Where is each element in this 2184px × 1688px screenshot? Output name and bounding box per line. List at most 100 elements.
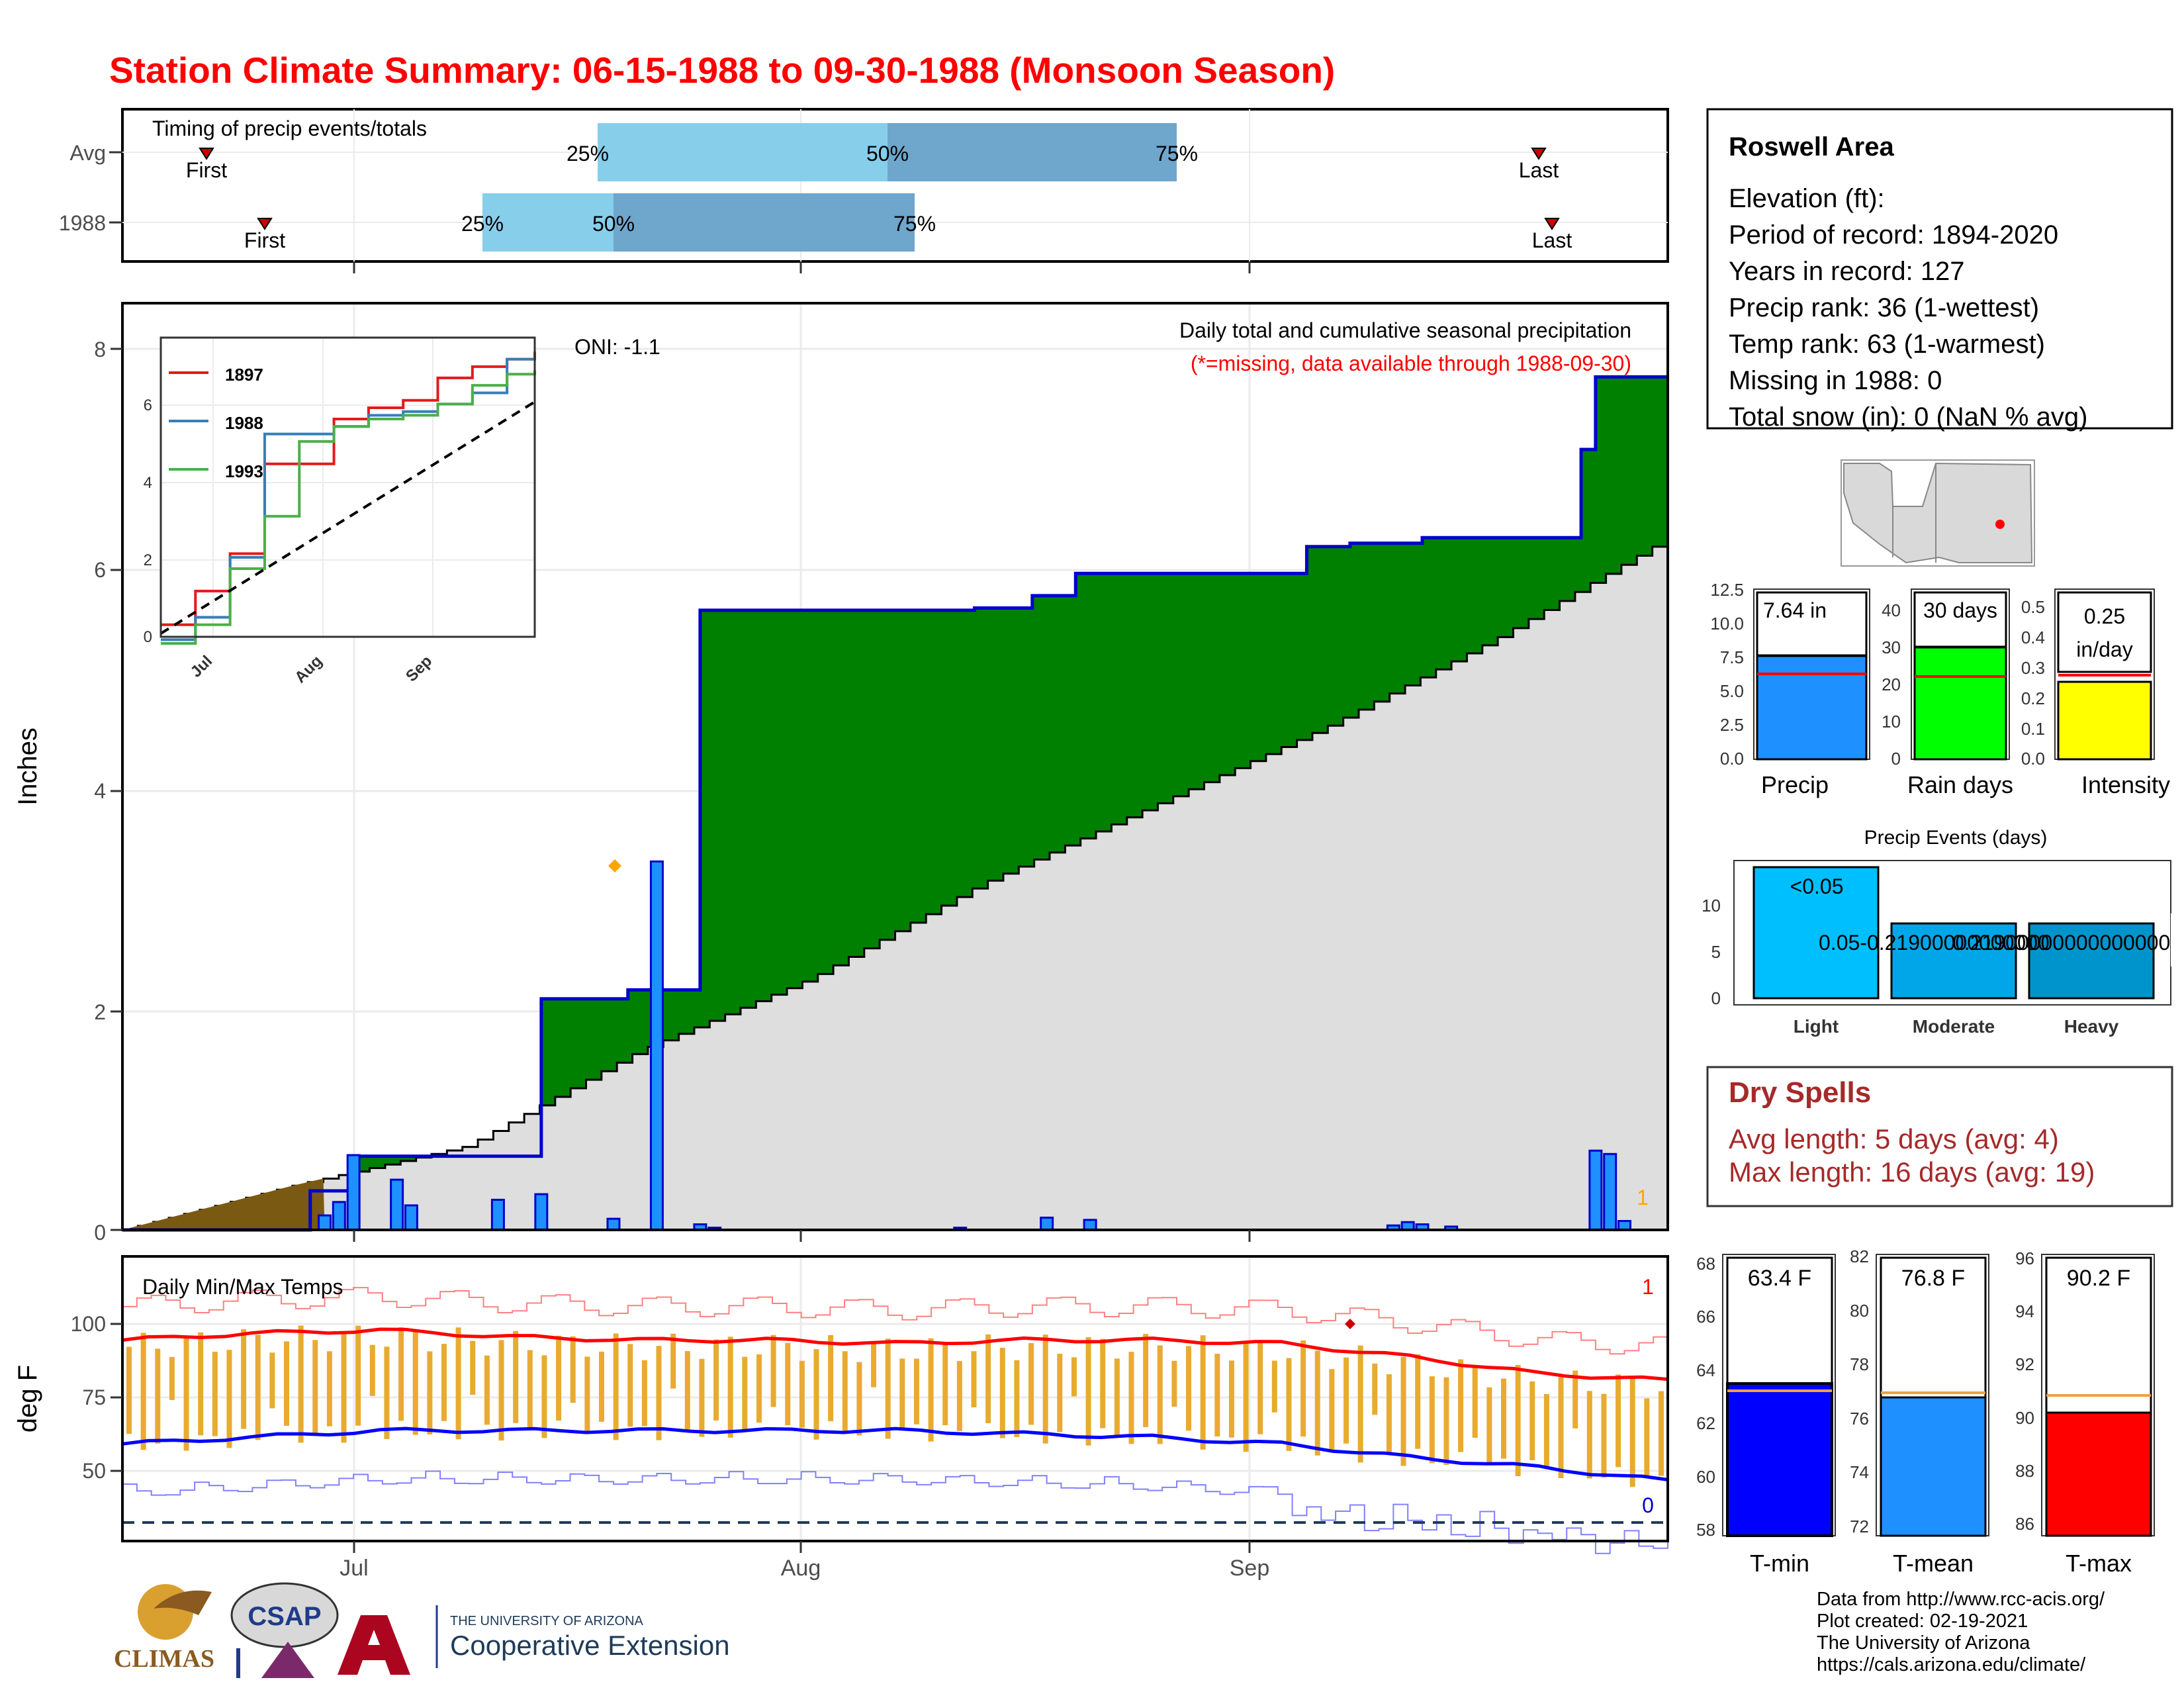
daily-temp-range-bar (140, 1333, 146, 1450)
raindays-ytick: 40 (1882, 600, 1901, 620)
tmax-ytick: 90 (2015, 1408, 2034, 1428)
tmean-ytick: 80 (1850, 1301, 1869, 1321)
avg-min-temp-line (122, 1427, 1668, 1481)
daily-temp-range-bar (556, 1335, 562, 1421)
station-line-6: Missing in 1988: 0 (1729, 366, 1942, 395)
main-ytick-4: 4 (94, 779, 106, 803)
events-title: Precip Events (days) (1864, 827, 2048, 849)
daily-temp-range-bar (255, 1335, 261, 1440)
tmax-ytick: 86 (2015, 1514, 2034, 1534)
daily-temp-range-bar (956, 1361, 962, 1431)
avg-q25-q50-bar (598, 123, 887, 181)
avg-q50-q75-bar (887, 123, 1177, 181)
daily-temp-range-bar (1400, 1356, 1406, 1466)
daily-temp-range-bar (1586, 1391, 1592, 1479)
inset-line-1993 (161, 370, 536, 645)
main-ytick-8: 8 (94, 338, 106, 361)
daily-temp-range-bar (1143, 1333, 1149, 1427)
raindays-ytick: 20 (1882, 675, 1901, 694)
daily-temp-range-bar (699, 1358, 705, 1437)
station-line-3: Years in record: 127 (1729, 257, 1965, 286)
avg-max-temp-line (122, 1327, 1668, 1382)
daily-temp-range-bar (427, 1351, 433, 1434)
tmin-ytick: 68 (1696, 1254, 1715, 1274)
credit-line-2: Plot created: 02-19-2021 (1817, 1611, 2028, 1632)
daily-precip-bar (490, 1198, 505, 1231)
precip-ytick: 5.0 (1720, 681, 1744, 701)
daily-temp-range-bar (341, 1333, 347, 1443)
daily-precip-bar (1603, 1152, 1617, 1231)
main-ytick-6: 6 (94, 558, 106, 582)
events-cat-heavy: Heavy (2064, 1016, 2119, 1037)
daily-temp-range-bar (756, 1354, 762, 1423)
tmax-ytick: 96 (2015, 1248, 2034, 1268)
daily-temp-range-bar (298, 1325, 304, 1443)
daily-temp-range-bar (1629, 1378, 1635, 1487)
daily-temp-range-bar (1644, 1398, 1650, 1476)
daily-temp-range-bar (412, 1331, 418, 1435)
page-title: Station Climate Summary: 06-15-1988 to 0… (109, 50, 1335, 91)
inset-chart: 0 2 4 6 Jul Aug Sep 1897 1988 1993 (144, 336, 536, 686)
daily-temp-range-bar (541, 1355, 547, 1438)
precip-ytick: 7.5 (1720, 647, 1744, 667)
daily-precip-bar (1040, 1216, 1054, 1231)
daily-temp-range-bar (1329, 1369, 1335, 1450)
daily-temp-range-bar (226, 1350, 232, 1448)
daily-temp-range-bar (126, 1346, 132, 1434)
daily-temp-range-bar (1157, 1345, 1163, 1444)
daily-temp-range-bar (1314, 1350, 1320, 1456)
precip-ytick: 0.0 (1720, 749, 1744, 769)
precip-events-chart: Precip Events (days) <0.05 0.05-0.219000… (1702, 827, 2184, 1037)
intensity-summary-unit: in/day (2076, 637, 2132, 661)
dry-spells-box: Dry Spells Avg length: 5 days (avg: 4) M… (1706, 1066, 2173, 1207)
daily-temp-range-bar (183, 1337, 189, 1451)
temp-label: Daily Min/Max Temps (142, 1275, 343, 1299)
tmin-ytick: 66 (1696, 1307, 1715, 1327)
daily-temp-range-bar (1386, 1374, 1392, 1454)
intensity-summary-bar (2057, 680, 2152, 761)
daily-temp-range-bar (828, 1335, 834, 1422)
dry-spells-max: Max length: 16 days (avg: 19) (1729, 1156, 2095, 1188)
raindays-summary-value: 30 days (1923, 598, 1997, 622)
avg-q75-label: 75% (1156, 142, 1198, 165)
temp-corner-top: 1 (1642, 1275, 1654, 1299)
daily-temp-range-bar (1443, 1377, 1449, 1466)
daily-temp-range-bar (1057, 1354, 1063, 1432)
daily-temp-range-bar (785, 1342, 791, 1426)
daily-temp-range-bar (155, 1348, 161, 1444)
main-subtitle-missing: (*=missing, data available through 1988-… (1191, 352, 1631, 375)
tmax-summary-bar (2045, 1411, 2152, 1537)
intensity-ytick: 0.4 (2021, 628, 2045, 647)
daily-temp-range-bar (1071, 1357, 1077, 1397)
avg-last-label: Last (1519, 158, 1559, 182)
daily-temp-range-bar (871, 1344, 877, 1387)
tmin-summary-bar (1726, 1382, 1833, 1537)
daily-temp-range-bar (527, 1350, 533, 1431)
intensity-ytick: 0.3 (2021, 658, 2045, 678)
raindays-ytick: 0 (1891, 749, 1901, 769)
daily-temp-range-bar (1214, 1354, 1220, 1436)
intensity-ytick: 0.2 (2021, 688, 2045, 708)
daily-temp-range-bar (1186, 1346, 1192, 1431)
inset-legend-1988: 1988 (225, 413, 263, 433)
daily-temp-range-bar (1486, 1387, 1492, 1463)
daily-temp-range-bar (799, 1360, 805, 1428)
events-bar-heavy (2028, 922, 2155, 1000)
daily-temp-range-bar (1271, 1360, 1277, 1413)
main-ytick-2: 2 (94, 1000, 106, 1024)
daily-temp-range-bar (1114, 1358, 1120, 1437)
daily-temp-range-bar (942, 1342, 948, 1425)
daily-temp-range-bar (1200, 1335, 1206, 1450)
tmin-ytick: 64 (1696, 1360, 1715, 1380)
temp-ytick-100: 100 (71, 1312, 106, 1336)
xtick-sep: Sep (1230, 1556, 1270, 1581)
station-line-4: Precip rank: 36 (1-wettest) (1729, 293, 2039, 322)
dry-spells-avg: Avg length: 5 days (avg: 4) (1729, 1123, 2059, 1154)
daily-temp-range-bar (312, 1340, 318, 1434)
timing-label: Timing of precip events/totals (152, 117, 427, 140)
temp-ytick-50: 50 (82, 1459, 106, 1483)
daily-temp-range-bar (241, 1329, 247, 1429)
yr-first-marker (257, 218, 273, 230)
temp-panel: Daily Min/Max Temps 1 0 deg F 50 75 100 … (13, 1255, 1669, 1581)
